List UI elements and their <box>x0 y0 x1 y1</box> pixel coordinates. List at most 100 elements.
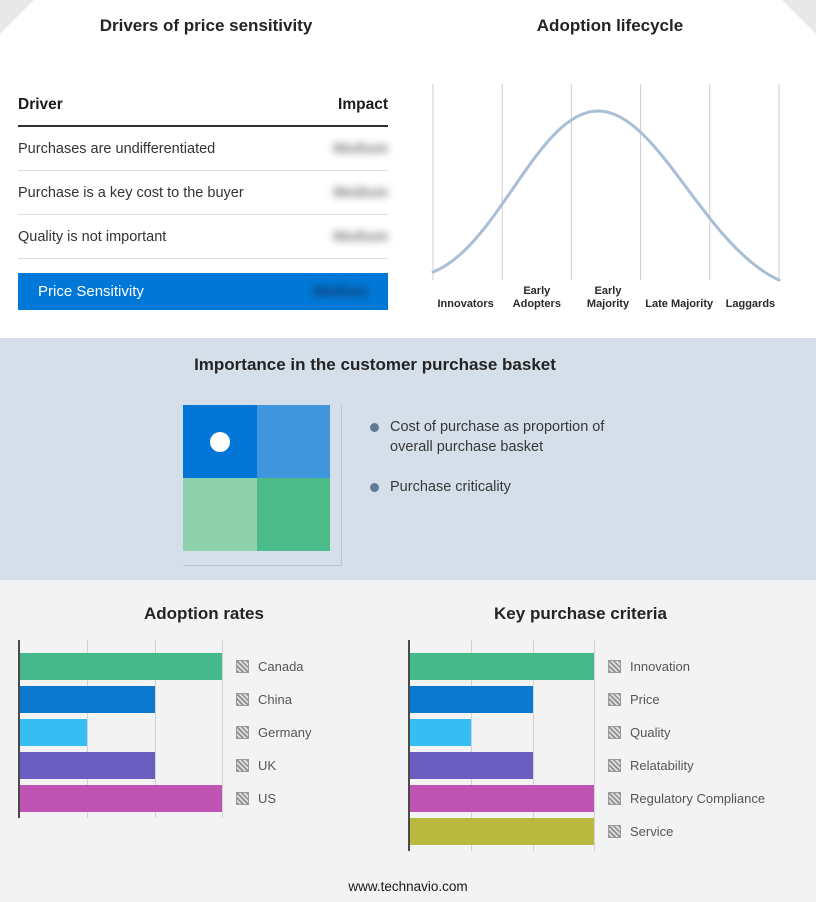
legend-hatch-swatch-icon <box>608 660 621 673</box>
bar-quality <box>410 719 472 746</box>
lifecycle-stage-label: Late Majority <box>645 297 714 310</box>
basket-bullet-item: Purchase criticality <box>370 478 650 498</box>
bullet-text: Purchase criticality <box>390 479 511 496</box>
legend-label: Regulatory Compliance <box>630 791 766 806</box>
legend-item: Canada <box>236 650 311 683</box>
column-header-driver: Driver <box>18 96 63 113</box>
lifecycle-stage-label: Early Adopters <box>512 284 561 310</box>
top-section: Drivers of price sensitivity Adoption li… <box>0 0 816 338</box>
legend-label: Price <box>630 692 660 707</box>
bar-germany <box>20 719 88 746</box>
legend-label: UK <box>258 758 277 773</box>
legend-hatch-swatch-icon <box>608 792 621 805</box>
legend-label: Canada <box>258 659 304 674</box>
price-sensitivity-label: Price Sensitivity <box>38 283 144 300</box>
key-purchase-criteria-plot <box>408 640 595 851</box>
matrix-position-dot <box>210 432 230 452</box>
gridline <box>87 640 89 818</box>
drivers-table-header: Driver Impact <box>18 90 388 127</box>
bar-us <box>20 785 222 812</box>
legend-label: China <box>258 692 292 707</box>
legend-item: Germany <box>236 716 311 749</box>
matrix-axis-vertical <box>341 405 342 565</box>
bar-regulatory-compliance <box>410 785 594 812</box>
adoption-rates-title: Adoption rates <box>144 604 264 623</box>
key-purchase-criteria-legend: Innovation Price Quality Relatability Regula… <box>608 640 765 851</box>
key-purchase-criteria-title: Key purchase criteria <box>494 604 667 623</box>
matrix-cell-bottom-right <box>256 478 330 551</box>
bullet-text: Cost of purchase as proportion of overal… <box>390 419 605 455</box>
legend-hatch-swatch-icon <box>236 693 249 706</box>
adoption-lifecycle-chart: Innovators Early Adopters Early Majority La… <box>430 84 786 311</box>
bullet-dot-icon <box>370 423 379 432</box>
legend-hatch-swatch-icon <box>236 660 249 673</box>
legend-item: US <box>236 782 311 815</box>
adoption-rates-legend: Canada China Germany UK US <box>236 640 311 818</box>
lifecycle-stage-label: Laggards <box>725 297 776 310</box>
bar-relatability <box>410 752 533 779</box>
bottom-charts-section: Adoption rates Canada China Germany UK US Ke… <box>0 580 816 902</box>
bell-curve-plot <box>430 84 786 284</box>
adoption-rates-chart: Adoption rates Canada China Germany UK US <box>18 604 390 818</box>
impact-value-blurred: Medium <box>333 184 388 201</box>
drivers-table-rows: Purchases are undifferentiated Medium Purc… <box>18 127 388 259</box>
matrix-axis-horizontal <box>183 565 342 566</box>
matrix-cell-bottom-left <box>183 478 257 551</box>
stage-gridlines <box>433 84 779 280</box>
gridline <box>222 640 223 818</box>
legend-item: Regulatory Compliance <box>608 782 765 815</box>
importance-matrix <box>183 405 330 551</box>
legend-hatch-swatch-icon <box>608 759 621 772</box>
lifecycle-stage-labels: Innovators Early Adopters Early Majority La… <box>430 281 786 311</box>
gridline <box>471 640 473 851</box>
legend-hatch-swatch-icon <box>236 726 249 739</box>
footer-url: www.technavio.com <box>348 879 468 894</box>
gridline <box>532 640 534 851</box>
basket-bullet-list: Cost of purchase as proportion of overal… <box>370 418 650 519</box>
driver-table-row: Quality is not important Medium <box>18 215 388 259</box>
legend-item: Service <box>608 815 765 848</box>
legend-hatch-swatch-icon <box>236 759 249 772</box>
drivers-table: Driver Impact Purchases are undifferenti… <box>18 90 388 310</box>
gridline <box>594 640 595 851</box>
bar-innovation <box>410 653 594 680</box>
adoption-rates-plot <box>18 640 223 818</box>
price-sensitivity-highlight-row: Price Sensitivity Medium <box>18 273 388 310</box>
legend-label: Relatability <box>630 758 694 773</box>
legend-label: Quality <box>630 725 671 740</box>
legend-item: Relatability <box>608 749 765 782</box>
bell-curve <box>433 111 779 280</box>
key-purchase-criteria-chart: Key purchase criteria Innovation Price Qua… <box>408 604 798 851</box>
legend-item: UK <box>236 749 311 782</box>
gridline <box>154 640 156 818</box>
bar-uk <box>20 752 155 779</box>
price-sensitivity-impact-blurred: Medium <box>313 283 368 300</box>
lifecycle-panel-title: Adoption lifecycle <box>536 16 684 35</box>
bar-service <box>410 818 594 845</box>
driver-table-row: Purchase is a key cost to the buyer Mediu… <box>18 171 388 215</box>
lifecycle-stage-label: Early Majority <box>586 284 630 310</box>
legend-item: Price <box>608 683 765 716</box>
basket-section-title: Importance in the customer purchase bask… <box>194 355 556 374</box>
legend-hatch-swatch-icon <box>236 792 249 805</box>
driver-text: Quality is not important <box>18 228 167 245</box>
legend-item: Quality <box>608 716 765 749</box>
legend-hatch-swatch-icon <box>608 693 621 706</box>
driver-table-row: Purchases are undifferentiated Medium <box>18 127 388 171</box>
purchase-basket-section: Importance in the customer purchase bask… <box>0 338 816 580</box>
column-header-impact: Impact <box>338 96 388 113</box>
drivers-panel-title: Drivers of price sensitivity <box>99 16 313 35</box>
legend-label: Service <box>630 824 674 839</box>
legend-hatch-swatch-icon <box>608 726 621 739</box>
impact-value-blurred: Medium <box>333 228 388 245</box>
driver-text: Purchase is a key cost to the buyer <box>18 184 244 201</box>
bar-china <box>20 686 155 713</box>
legend-item: Innovation <box>608 650 765 683</box>
legend-hatch-swatch-icon <box>608 825 621 838</box>
legend-label: Innovation <box>630 659 690 674</box>
bar-canada <box>20 653 222 680</box>
basket-bullet-item: Cost of purchase as proportion of overal… <box>370 418 650 457</box>
legend-item: China <box>236 683 311 716</box>
impact-value-blurred: Medium <box>333 140 388 157</box>
